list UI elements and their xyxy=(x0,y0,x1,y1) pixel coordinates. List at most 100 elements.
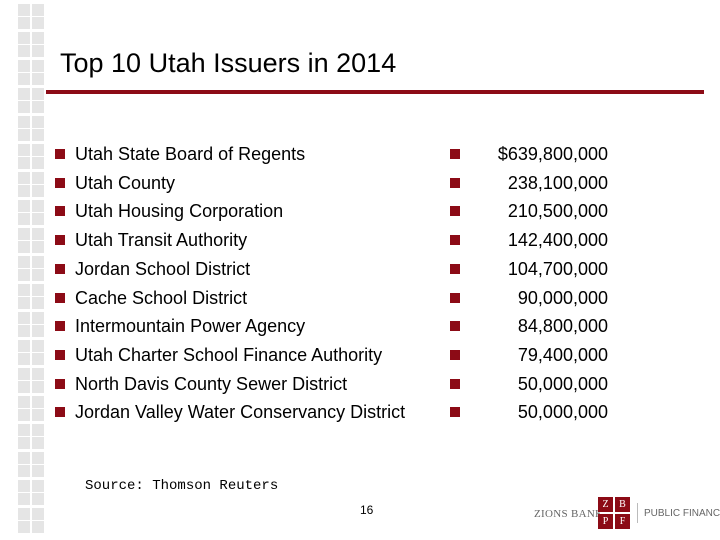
grid-square xyxy=(18,340,30,352)
zb-logo-icon: Z B P F xyxy=(598,497,630,529)
amount-value: 50,000,000 xyxy=(517,402,608,423)
grid-square xyxy=(18,200,30,212)
issuer-name: Utah Housing Corporation xyxy=(75,201,284,222)
bullet-icon xyxy=(450,321,460,332)
grid-square xyxy=(32,60,44,72)
grid-square xyxy=(18,508,30,520)
grid-square xyxy=(32,172,44,184)
grid-square xyxy=(18,325,30,337)
grid-square xyxy=(18,172,30,184)
grid-square xyxy=(18,241,30,253)
issuer-list: Utah State Board of Regents Utah County … xyxy=(55,140,435,424)
bullet-icon xyxy=(55,292,65,303)
grid-square xyxy=(18,368,30,380)
title-rule xyxy=(46,90,704,91)
amount-value: 142,400,000 xyxy=(507,230,608,251)
list-item: Utah State Board of Regents xyxy=(55,140,435,169)
bullet-icon xyxy=(450,378,460,389)
grid-square xyxy=(18,452,30,464)
amount-value: $639,800,000 xyxy=(497,144,608,164)
grid-square xyxy=(32,116,44,128)
grid-square xyxy=(32,73,44,85)
grid-square xyxy=(32,437,44,449)
list-item: Intermountain Power Agency xyxy=(55,312,435,341)
list-item: 50,000,000 xyxy=(448,370,608,399)
grid-square xyxy=(32,228,44,240)
list-item: 104,700,000 xyxy=(448,255,608,284)
list-item: 84,800,000 xyxy=(448,312,608,341)
grid-square xyxy=(32,88,44,100)
bullet-icon xyxy=(55,149,65,159)
grid-square xyxy=(18,228,30,240)
grid-square xyxy=(18,17,30,29)
bullet-icon xyxy=(450,263,460,274)
list-item: Utah Charter School Finance Authority xyxy=(55,341,435,370)
grid-square xyxy=(18,144,30,156)
grid-square xyxy=(32,396,44,408)
bullet-icon xyxy=(450,177,460,188)
logo-letter: B xyxy=(615,497,630,512)
grid-square xyxy=(32,17,44,29)
bullet-icon xyxy=(55,177,65,188)
grid-square xyxy=(18,157,30,169)
grid-square xyxy=(32,129,44,141)
grid-square xyxy=(32,508,44,520)
bullet-icon xyxy=(55,206,65,217)
amount-value: 104,700,000 xyxy=(507,258,608,279)
grid-square xyxy=(32,32,44,44)
list-item: 90,000,000 xyxy=(448,284,608,313)
bullet-icon xyxy=(450,292,460,303)
grid-square xyxy=(32,101,44,113)
grid-square xyxy=(18,185,30,197)
grid-square xyxy=(18,4,30,16)
division-name: PUBLIC FINANCE xyxy=(644,508,720,519)
grid-square xyxy=(18,424,30,436)
page-number: 16 xyxy=(360,503,374,517)
grid-square xyxy=(18,437,30,449)
grid-square xyxy=(18,409,30,421)
grid-square xyxy=(18,88,30,100)
issuer-name: Cache School District xyxy=(75,287,248,308)
grid-square xyxy=(18,129,30,141)
grid-square xyxy=(32,424,44,436)
grid-square xyxy=(18,60,30,72)
amount-value: 50,000,000 xyxy=(517,373,608,394)
bullet-icon xyxy=(450,149,460,159)
grid-square xyxy=(18,269,30,281)
brand-divider xyxy=(637,503,638,523)
slide-title: Top 10 Utah Issuers in 2014 xyxy=(60,48,397,78)
grid-square xyxy=(18,312,30,324)
grid-square xyxy=(18,297,30,309)
grid-square xyxy=(32,241,44,253)
grid-square xyxy=(32,340,44,352)
issuer-name: North Davis County Sewer District xyxy=(75,373,348,394)
amount-list: $639,800,000 238,100,000 210,500,000 142… xyxy=(448,140,608,427)
bullet-icon xyxy=(55,407,65,418)
grid-square xyxy=(32,381,44,393)
grid-square xyxy=(18,493,30,505)
list-item: Utah Transit Authority xyxy=(55,226,435,255)
list-item: Utah County xyxy=(55,169,435,198)
grid-square xyxy=(18,116,30,128)
amount-value: 79,400,000 xyxy=(517,344,608,365)
grid-square xyxy=(32,284,44,296)
grid-square xyxy=(32,312,44,324)
grid-square xyxy=(18,45,30,57)
list-item: 142,400,000 xyxy=(448,226,608,255)
grid-square xyxy=(32,200,44,212)
issuer-name: Jordan School District xyxy=(75,258,251,279)
grid-square xyxy=(32,480,44,492)
grid-square xyxy=(32,368,44,380)
amount-value: 90,000,000 xyxy=(517,287,608,308)
list-item: 238,100,000 xyxy=(448,169,608,198)
grid-square xyxy=(32,45,44,57)
bullet-icon xyxy=(55,378,65,389)
list-item: Cache School District xyxy=(55,284,435,313)
title-rule-thick xyxy=(46,91,704,94)
grid-square xyxy=(32,452,44,464)
grid-square xyxy=(32,409,44,421)
logo-letter: Z xyxy=(598,497,613,512)
grid-square xyxy=(18,465,30,477)
grid-square xyxy=(18,353,30,365)
amount-value: 210,500,000 xyxy=(507,201,608,222)
